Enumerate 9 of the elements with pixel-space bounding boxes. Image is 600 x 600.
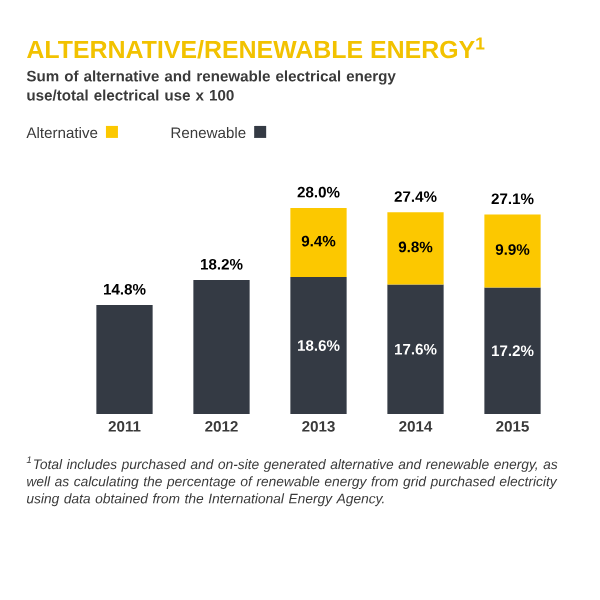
bar (387, 284, 444, 414)
bar (484, 287, 541, 414)
bar (193, 280, 250, 414)
bar (290, 277, 347, 414)
bar (96, 305, 153, 414)
bar (484, 214, 541, 288)
chart-title: ALTERNATIVE/RENEWABLE ENERGY$^{1}$ (27, 37, 485, 59)
bar (387, 212, 444, 285)
bar (290, 207, 347, 278)
